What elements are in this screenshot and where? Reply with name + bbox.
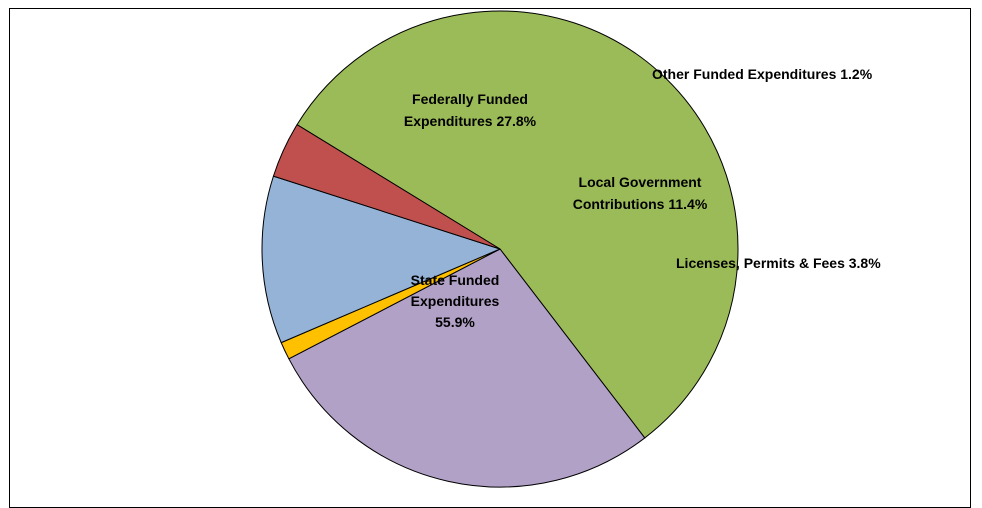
pie-slice-licenses-permits-and-fees xyxy=(272,124,501,250)
slice-label-line: Local Government xyxy=(579,174,702,190)
slice-label-line: Other Funded Expenditures 1.2% xyxy=(652,66,873,82)
slice-label-state-funded-expenditures: State Funded Expenditures 55.9% xyxy=(411,272,500,330)
slice-label-line: Expenditures 27.8% xyxy=(404,113,537,129)
pie-slice-local-government-contributions xyxy=(261,175,501,344)
slice-label-line: Contributions 11.4% xyxy=(573,196,708,212)
slice-label-line: Licenses, Permits & Fees 3.8% xyxy=(676,255,881,271)
slice-label-other-funded-expenditures: Other Funded Expenditures 1.2% xyxy=(652,66,873,82)
slice-label-line: Federally Funded xyxy=(412,91,528,107)
pie-slice-federally-funded-expenditures xyxy=(288,248,646,488)
pie-chart: State Funded Expenditures 55.9% Federally F… xyxy=(261,10,881,488)
pie-slice-state-funded-expenditures xyxy=(296,10,739,439)
slice-label-line: Expenditures xyxy=(411,293,500,309)
slice-label-federally-funded-expenditures: Federally Funded Expenditures 27.8% xyxy=(404,91,537,129)
slice-label-local-government-contributions: Local Government Contributions 11.4% xyxy=(573,174,708,212)
slice-label-licenses-permits-and-fees: Licenses, Permits & Fees 3.8% xyxy=(676,255,881,271)
slice-label-line: 55.9% xyxy=(435,314,475,330)
slice-label-line: State Funded xyxy=(411,272,500,288)
